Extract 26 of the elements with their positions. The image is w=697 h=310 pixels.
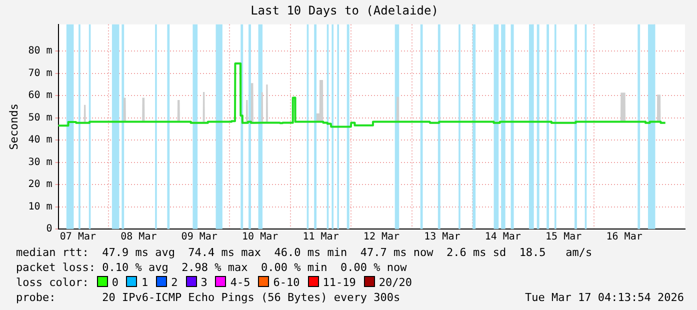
y-tick-label: 60 m <box>28 90 52 102</box>
text: Tue Mar 17 04:13:54 2026 <box>525 290 684 305</box>
x-tick-label: 15 Mar <box>546 232 582 243</box>
text: median rtt: 47.9 ms avg 74.4 ms max 46.0 ms min 47.7 ms now 2.6 ms sd 18.5 am/s <box>16 245 594 260</box>
x-tick-label: 12 Mar <box>363 232 400 243</box>
y-tick-label: 10 m <box>28 201 52 212</box>
y-tick-label: 70 m <box>28 68 52 79</box>
text: loss color: 0 1 2 3 4-5 6-10 11-19 20/20 <box>16 276 412 289</box>
text: probe: 20 IPv6-ICMP Echo Pings (56 Bytes) every 300s <box>16 291 400 304</box>
x-tick-label: 08 Mar <box>120 232 157 243</box>
y-axis-title: Seconds <box>7 104 20 150</box>
y-tick-label: 30 m <box>28 156 52 168</box>
y-tick-label: 20 m <box>28 179 52 190</box>
x-tick-label: 16 Mar <box>606 232 642 243</box>
x-tick-label: 07 Mar <box>60 232 96 243</box>
x-tick-label: 13 Mar <box>424 232 460 243</box>
y-tick-label: 40 m <box>28 134 52 146</box>
chart-title: Last 10 Days to (Adelaide) <box>250 3 438 18</box>
x-tick-label: 14 Mar <box>484 232 521 243</box>
y-tick-label: 0 <box>46 224 52 235</box>
x-tick-label: 09 Mar <box>181 232 218 243</box>
x-tick-label: 11 Mar <box>302 232 339 243</box>
x-tick-label: 10 Mar <box>242 232 278 243</box>
y-tick-label: 50 m <box>28 112 52 124</box>
y-tick-label: 80 m <box>28 46 52 57</box>
text: packet loss: 0.10 % avg 2.98 % max 0.00 % min 0.00 % now <box>16 260 408 275</box>
